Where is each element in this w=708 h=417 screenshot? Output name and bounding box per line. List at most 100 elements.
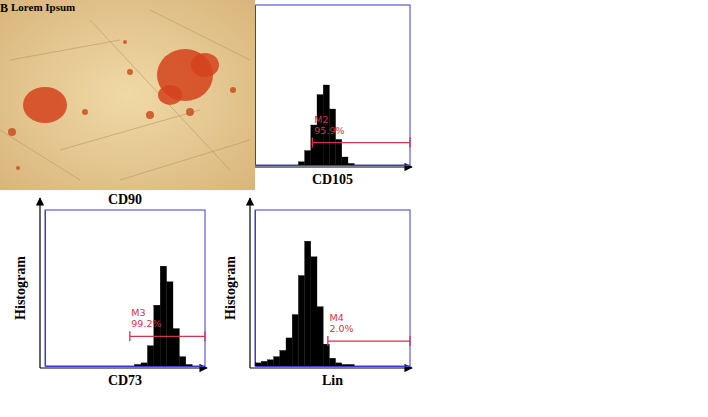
plot-frame	[255, 5, 410, 165]
gate: M399.2%	[130, 307, 205, 341]
histogram-bar	[398, 366, 404, 367]
histogram-bar	[404, 366, 410, 367]
gate-percent: 99.2%	[131, 318, 161, 329]
y-axis-line	[255, 211, 256, 367]
gate: M295.9%	[312, 114, 410, 148]
gate-name: M2	[314, 114, 328, 125]
histogram-bar	[385, 165, 391, 166]
histogram-bar	[398, 165, 404, 166]
micrograph: BLorem Ipsum	[0, 0, 255, 190]
panel-label: B	[0, 1, 8, 15]
gate-name: M3	[131, 307, 145, 318]
stain-dot	[230, 87, 236, 93]
histogram-bar	[298, 276, 304, 366]
histogram-bar	[199, 366, 205, 367]
gate-bracket	[130, 331, 205, 341]
histogram-bar	[329, 109, 335, 165]
histogram-bar	[115, 366, 121, 367]
micrograph-background	[0, 0, 255, 190]
histogram-bar	[128, 366, 134, 367]
histogram-bar	[274, 165, 280, 166]
histogram-bar	[342, 364, 348, 366]
histogram-bar	[96, 366, 102, 367]
y-axis-arrow	[39, 198, 40, 368]
gate-bracket	[312, 138, 410, 148]
x-axis-title: CD73	[108, 373, 142, 388]
histogram-bar	[354, 366, 360, 367]
histogram-bar	[292, 315, 298, 366]
cell-fiber	[120, 140, 250, 180]
histogram-bar	[267, 165, 273, 166]
histogram-bar	[261, 361, 267, 366]
histogram-bar	[255, 363, 261, 366]
histogram-bar	[391, 366, 397, 367]
histogram-panel: M295.9% CD105	[250, 0, 412, 187]
stain-dot	[146, 111, 154, 119]
histogram-bar	[280, 350, 286, 366]
y-axis	[255, 6, 256, 166]
histogram-bar	[286, 165, 292, 166]
y-axis	[45, 211, 46, 367]
histogram-bar	[154, 305, 160, 366]
histogram-bar	[348, 163, 354, 165]
histogram-bar	[77, 366, 83, 367]
figure: CD90M295.9%CD105M399.2%CD73HistogramM42.…	[0, 0, 708, 417]
histogram-bar	[367, 366, 373, 367]
gate-bracket	[328, 336, 410, 346]
histogram-bar	[360, 165, 366, 166]
histogram-bar	[103, 366, 109, 367]
histogram-bar	[354, 165, 360, 166]
x-axis-line	[256, 366, 411, 367]
histogram-bar	[298, 162, 304, 165]
cell-fiber	[90, 20, 230, 170]
stain-dot	[123, 40, 127, 44]
gate-percent: 95.9%	[314, 125, 344, 136]
y-axis-line	[45, 211, 46, 367]
histogram-bar	[122, 366, 128, 367]
histogram-bar	[336, 363, 342, 366]
y-axis	[255, 211, 256, 367]
gate-percent: 2.0%	[329, 323, 353, 334]
x-axis-line	[46, 366, 206, 367]
histogram-bar	[323, 344, 329, 366]
x-axis-line	[256, 165, 411, 166]
histogram-bar	[109, 366, 115, 367]
histogram-panel: M399.2%CD73Histogram	[13, 198, 207, 388]
histogram-bar	[90, 366, 96, 367]
histogram-bar	[379, 366, 385, 367]
histogram-bar	[292, 165, 298, 166]
x-axis-arrow	[40, 367, 207, 368]
x-axis-title: CD90	[108, 192, 142, 207]
y-axis-line	[255, 6, 256, 166]
x-axis-title: Lin	[322, 373, 343, 388]
histogram-bar	[141, 363, 147, 366]
x-axis	[46, 366, 206, 367]
histogram-bar	[255, 165, 261, 166]
histogram-bar	[367, 165, 373, 166]
histogram-bar	[373, 366, 379, 367]
histogram-bar	[58, 366, 64, 367]
x-axis-title: CD105	[312, 172, 353, 187]
x-axis-arrow	[250, 166, 412, 167]
histogram-bar	[173, 329, 179, 366]
histogram-bar	[317, 307, 323, 366]
histogram-bar	[83, 366, 89, 367]
cell-fiber	[10, 40, 120, 60]
histogram-bar	[379, 165, 385, 166]
stain-dot	[127, 69, 133, 75]
histogram-bar	[305, 241, 311, 366]
plot-frame	[45, 210, 205, 366]
histogram-bar	[51, 366, 57, 367]
histogram-bar	[274, 357, 280, 366]
image-caption: Lorem Ipsum	[11, 1, 75, 13]
histogram-bar	[342, 157, 348, 165]
histogram-bar	[348, 364, 354, 366]
histogram-bar	[261, 165, 267, 166]
histogram-bar	[404, 165, 410, 166]
histogram-bar	[71, 366, 77, 367]
stain-dot	[8, 128, 16, 136]
y-axis-title: Histogram	[223, 256, 238, 320]
bars	[298, 85, 354, 165]
histogram-bar	[167, 282, 173, 366]
histogram-panel: M42.0%LinHistogram	[223, 198, 412, 388]
